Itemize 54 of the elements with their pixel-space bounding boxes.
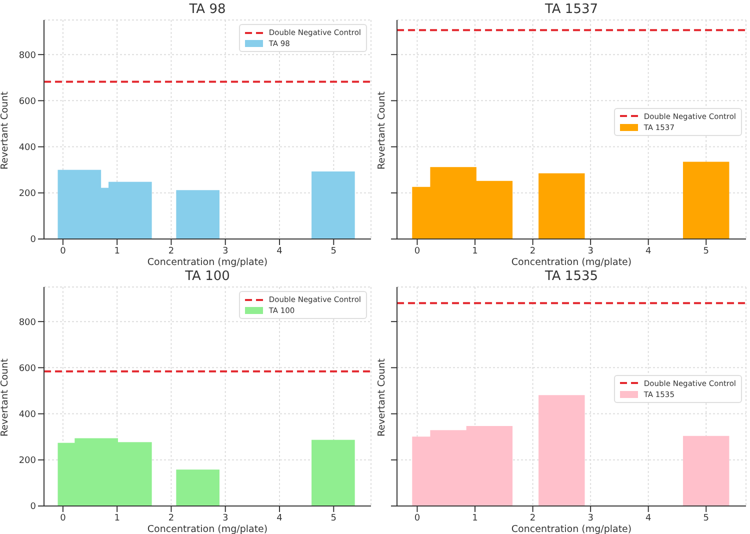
y-tick-label: 600 (18, 96, 36, 107)
y-tick-label: 600 (18, 364, 36, 374)
y-axis-title: Revertant Count (0, 91, 10, 170)
x-tick-label: 0 (414, 513, 420, 524)
x-tick-label: 2 (530, 246, 536, 256)
x-tick-label: 0 (414, 246, 420, 256)
bar (682, 436, 730, 506)
y-axis-title: Revertant Count (0, 358, 10, 436)
x-tick-label: 3 (222, 513, 228, 524)
x-tick-label: 2 (168, 246, 174, 256)
x-tick-label: 4 (645, 246, 652, 256)
y-tick-label: 400 (18, 410, 36, 420)
x-tick-label: 5 (703, 246, 709, 256)
bar (682, 162, 730, 239)
x-tick-label: 4 (276, 513, 283, 524)
x-axis-title: Concentration (mg/plate) (147, 257, 268, 268)
y-tick-label: 0 (30, 502, 36, 512)
y-axis-title: Revertant Count (376, 91, 388, 170)
x-tick-label: 5 (703, 513, 709, 524)
chart-title: TA 1535 (544, 269, 600, 284)
y-tick-label: 800 (18, 318, 36, 328)
x-tick-label: 0 (60, 246, 66, 256)
bar (176, 470, 220, 506)
bar (312, 440, 355, 506)
x-tick-label: 4 (645, 513, 652, 524)
chart-title: TA 98 (188, 2, 227, 17)
x-tick-label: 1 (114, 246, 120, 256)
x-axis-title: Concentration (mg/plate) (147, 524, 268, 534)
x-axis-title: Concentration (mg/plate) (511, 257, 632, 268)
bar (176, 190, 220, 239)
bar (538, 395, 585, 506)
x-tick-label: 0 (60, 513, 66, 524)
y-tick-label: 0 (30, 235, 36, 246)
x-tick-label: 4 (276, 246, 283, 256)
x-tick-label: 2 (168, 513, 174, 524)
x-tick-label: 3 (222, 246, 228, 256)
y-tick-label: 400 (18, 142, 36, 153)
x-tick-label: 3 (588, 246, 594, 256)
x-tick-label: 1 (472, 246, 478, 256)
chart-title: TA 100 (184, 269, 231, 284)
y-tick-label: 200 (18, 189, 36, 200)
x-tick-label: 1 (472, 513, 478, 524)
x-tick-label: 5 (330, 513, 337, 524)
x-tick-label: 1 (114, 513, 120, 524)
y-tick-label: 800 (18, 50, 36, 61)
bar (538, 173, 585, 239)
x-tick-label: 3 (588, 513, 594, 524)
chart-title: TA 1537 (544, 2, 600, 17)
x-tick-label: 5 (330, 246, 337, 256)
x-axis-title: Concentration (mg/plate) (511, 524, 632, 534)
x-tick-label: 2 (530, 513, 536, 524)
y-tick-label: 200 (18, 456, 36, 466)
y-axis-title: Revertant Count (376, 358, 388, 436)
bar (312, 171, 355, 239)
